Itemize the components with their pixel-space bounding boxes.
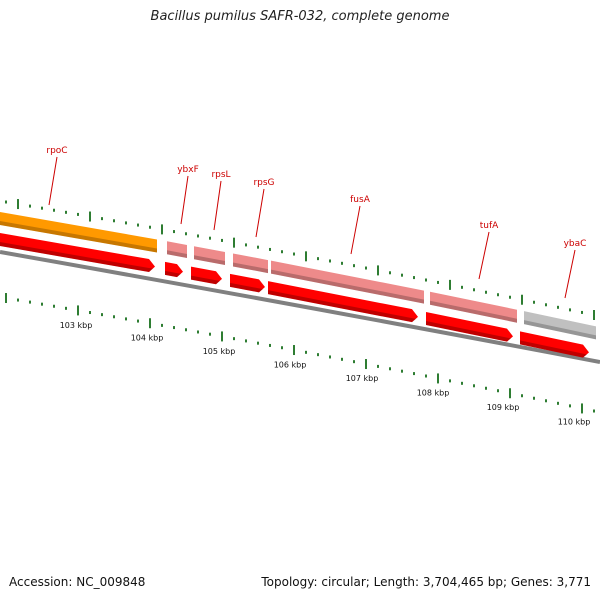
cds-arrow-shade bbox=[230, 282, 263, 293]
fusA-label: fusA bbox=[350, 195, 371, 205]
rpoC-feature-bar-shade bbox=[0, 221, 157, 253]
cds-arrow bbox=[0, 233, 155, 273]
inner-tick-track bbox=[5, 293, 595, 414]
rpsL-leader-line bbox=[213, 180, 222, 231]
scale-label: 103 kbp bbox=[60, 321, 93, 330]
tufA-feature-bar bbox=[430, 291, 517, 323]
scale-label: 108 kbp bbox=[417, 388, 450, 397]
scale-label: 109 kbp bbox=[487, 403, 520, 412]
cds-arrow-shade bbox=[520, 340, 587, 358]
cds-arrow bbox=[230, 273, 265, 293]
cds-arrow bbox=[426, 311, 513, 342]
rpsG-label: rpsG bbox=[253, 178, 274, 188]
scale-label-layer: 103 kbp 104 kbp 105 kbp 106 kbp 107 kbp 108 k… bbox=[60, 321, 591, 427]
rpoC-label: rpoC bbox=[46, 146, 67, 156]
rpoC-leader-line bbox=[48, 156, 58, 206]
cds-arrow-shade bbox=[165, 270, 181, 278]
accession-text: Accession: NC_009848 bbox=[9, 575, 146, 589]
map-title: Bacillus pumilus SAFR-032, complete geno… bbox=[150, 9, 450, 24]
cds-arrow-shade bbox=[0, 242, 153, 273]
scale-label: 107 kbp bbox=[346, 374, 379, 383]
ybaC-feature-bar bbox=[524, 311, 596, 340]
tufA-feature-bar-shade bbox=[430, 300, 517, 323]
gene-label-layer: rpoC ybxF rpsL rpsG fusA tufA ybaC bbox=[46, 146, 587, 299]
scale-label: 106 kbp bbox=[274, 360, 307, 369]
ybxF-feature-bar bbox=[167, 241, 187, 258]
fusA-feature-bar bbox=[271, 260, 424, 304]
feature-track bbox=[0, 212, 596, 340]
scale-label: 110 kbp bbox=[558, 418, 591, 427]
ybaC-leader-line bbox=[564, 249, 576, 299]
ybxF-label: ybxF bbox=[177, 165, 199, 175]
cds-arrow bbox=[520, 331, 589, 358]
tufA-label: tufA bbox=[480, 221, 499, 231]
ybxF-leader-line bbox=[180, 175, 189, 225]
cds-arrow-shade bbox=[268, 290, 416, 323]
ybaC-feature-bar-shade bbox=[524, 320, 596, 340]
rpoC-feature-bar bbox=[0, 212, 157, 253]
tufA-leader-line bbox=[478, 231, 490, 280]
ybxF-feature-bar-shade bbox=[167, 250, 187, 258]
rpsL-label: rpsL bbox=[211, 170, 230, 180]
rpsL-feature-bar bbox=[194, 246, 225, 265]
scale-label: 104 kbp bbox=[131, 334, 164, 343]
fusA-leader-line bbox=[350, 205, 361, 255]
cds-arrow-shade bbox=[426, 320, 511, 342]
cds-arrow bbox=[268, 281, 418, 323]
genome-summary-text: Topology: circular; Length: 3,704,465 bp… bbox=[261, 575, 591, 589]
rpsL-feature-bar-shade bbox=[194, 255, 225, 265]
cds-track bbox=[0, 233, 589, 358]
rpsG-feature-bar bbox=[233, 253, 268, 274]
rpsG-feature-bar-shade bbox=[233, 262, 268, 274]
cds-arrow-shade bbox=[191, 275, 220, 285]
fusA-feature-bar-shade bbox=[271, 269, 424, 304]
cds-arrow bbox=[191, 266, 222, 285]
outer-tick-track bbox=[5, 199, 595, 321]
cds-arrow bbox=[165, 261, 183, 278]
rpsG-leader-line bbox=[255, 188, 265, 238]
genome-backbone bbox=[0, 250, 600, 364]
ybaC-label: ybaC bbox=[564, 239, 587, 249]
scale-label: 105 kbp bbox=[203, 347, 236, 356]
